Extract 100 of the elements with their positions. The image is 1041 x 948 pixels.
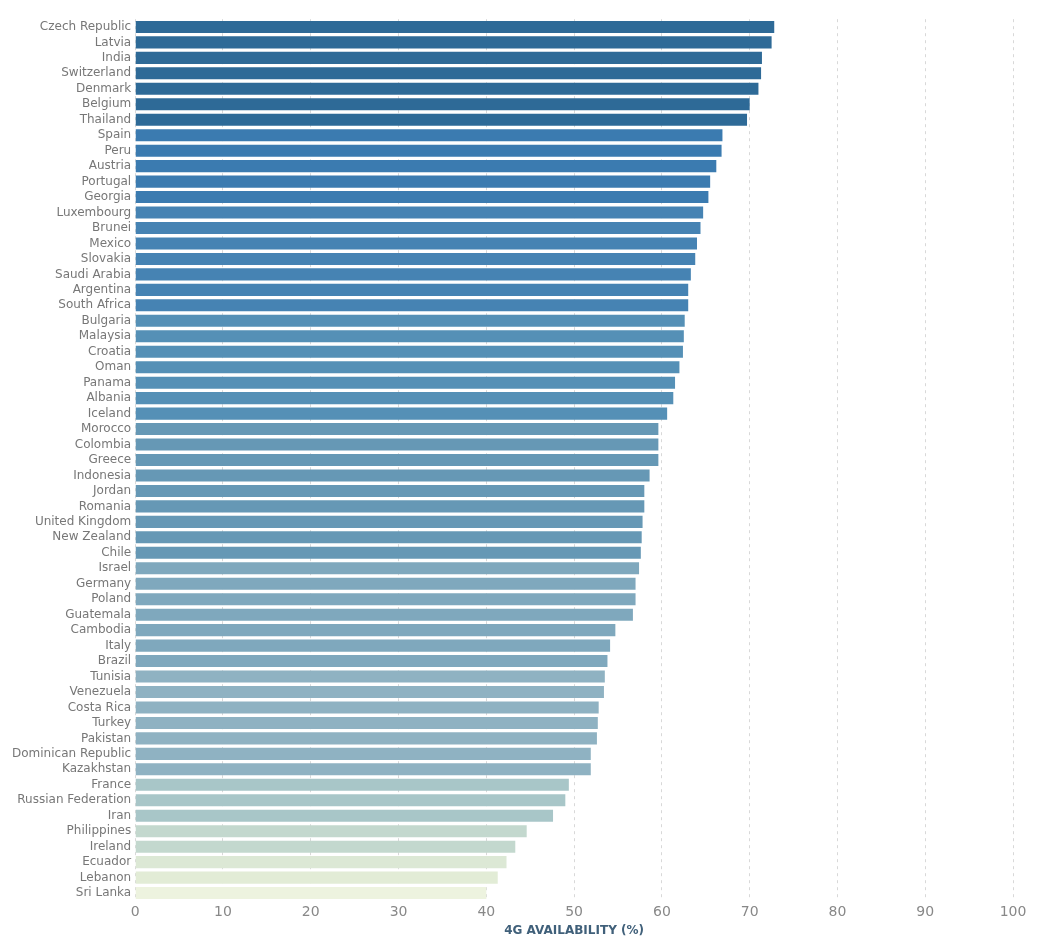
- bar: [135, 113, 748, 126]
- y-tick-label: Lebanon: [79, 869, 132, 884]
- bar: [135, 237, 697, 250]
- bar: [135, 639, 611, 652]
- y-tick-label: Jordan: [92, 483, 132, 498]
- bar: [135, 825, 527, 838]
- bar: [135, 206, 704, 219]
- y-tick-label: Dominican Republic: [12, 745, 132, 760]
- x-tick-label: 100: [999, 902, 1027, 919]
- bar: [135, 577, 636, 590]
- x-axis-title: 4G AVAILABILITY (%): [504, 922, 644, 937]
- bar: [135, 608, 633, 621]
- bar: [135, 670, 605, 683]
- bar: [135, 361, 680, 374]
- bar: [135, 82, 759, 95]
- y-tick-label: Argentina: [72, 281, 132, 296]
- y-tick-label: Greece: [88, 452, 132, 467]
- bar: [135, 809, 554, 822]
- y-tick-label: Brazil: [97, 653, 132, 668]
- y-tick-label: Italy: [105, 637, 132, 652]
- y-tick-label: Russian Federation: [17, 792, 132, 807]
- bar: [135, 67, 762, 80]
- bar: [135, 407, 668, 420]
- bar: [135, 423, 659, 436]
- bar: [135, 144, 722, 157]
- bar: [135, 299, 689, 312]
- bar: [135, 252, 696, 265]
- y-tick-label: Belgium: [82, 96, 132, 111]
- bar: [135, 283, 689, 296]
- y-tick-label: Panama: [83, 374, 132, 389]
- y-tick-label: Oman: [95, 359, 132, 374]
- bar: [135, 856, 507, 869]
- y-tick-label: Switzerland: [61, 65, 132, 80]
- y-tick-label: Pakistan: [80, 730, 132, 745]
- y-tick-label: Indonesia: [73, 467, 132, 482]
- bar: [135, 500, 645, 513]
- bar: [135, 191, 709, 204]
- bar: [135, 716, 598, 729]
- y-tick-label: France: [91, 776, 132, 791]
- bar: [135, 840, 516, 853]
- y-tick-label: Denmark: [76, 80, 132, 95]
- bar: [135, 376, 676, 389]
- y-tick-label: Georgia: [84, 189, 132, 204]
- bar: [135, 546, 641, 559]
- y-tick-label: Saudi Arabia: [55, 266, 132, 281]
- y-tick-label: Peru: [104, 142, 132, 157]
- x-tick-label: 10: [214, 902, 232, 919]
- bar: [135, 484, 645, 497]
- y-tick-label: Colombia: [74, 436, 132, 451]
- x-tick-label: 60: [652, 902, 671, 919]
- bar: [135, 515, 643, 528]
- bar: [135, 531, 642, 544]
- y-tick-label: Ecuador: [82, 854, 132, 869]
- y-tick-label: Israel: [98, 560, 132, 575]
- bar: [135, 268, 691, 281]
- y-tick-label: Brunei: [92, 220, 132, 235]
- y-tick-label: Iran: [107, 807, 132, 822]
- y-tick-label: Sri Lanka: [75, 885, 132, 900]
- y-tick-label: Slovakia: [80, 251, 132, 266]
- x-tick-label: 30: [389, 902, 408, 919]
- bar: [135, 624, 616, 637]
- y-tick-label: United Kingdom: [34, 513, 132, 528]
- bar: [135, 221, 701, 235]
- y-tick-label: Malaysia: [78, 328, 132, 343]
- x-tick-label: 80: [828, 902, 847, 919]
- y-tick-label: Germany: [76, 575, 132, 590]
- bar: [135, 701, 599, 714]
- bar: [135, 763, 591, 776]
- y-tick-label: Cambodia: [70, 622, 132, 637]
- y-tick-label: Poland: [91, 591, 132, 606]
- x-tick-label: 90: [916, 902, 935, 919]
- y-tick-label: India: [101, 49, 132, 64]
- x-tick-label: 0: [130, 902, 140, 919]
- bar: [135, 20, 775, 33]
- bar: [135, 36, 772, 49]
- bar: [135, 778, 569, 791]
- y-tick-label: Mexico: [89, 235, 132, 250]
- bar: [135, 453, 659, 467]
- bar: [135, 129, 723, 142]
- bar: [135, 887, 487, 900]
- bar: [135, 98, 750, 111]
- x-tick-label: 40: [477, 902, 496, 919]
- y-tick-label: Philippines: [66, 823, 132, 838]
- y-tick-label: Venezuela: [69, 684, 132, 699]
- y-tick-label: Costa Rica: [67, 699, 132, 714]
- bar: [135, 51, 762, 64]
- bar: [135, 392, 674, 405]
- y-tick-label: Tunisia: [89, 668, 132, 683]
- y-tick-label: Croatia: [88, 343, 132, 358]
- bar: [135, 593, 636, 606]
- x-tick-label: 50: [565, 902, 584, 919]
- y-tick-label: South Africa: [58, 297, 132, 312]
- y-tick-label: Turkey: [91, 715, 132, 730]
- bar: [135, 330, 684, 343]
- bar: [135, 345, 683, 358]
- x-tick-label: 70: [740, 902, 759, 919]
- y-tick-label: Romania: [78, 498, 132, 513]
- bar: [135, 655, 608, 668]
- bar: [135, 871, 498, 884]
- y-tick-label: Portugal: [81, 173, 132, 188]
